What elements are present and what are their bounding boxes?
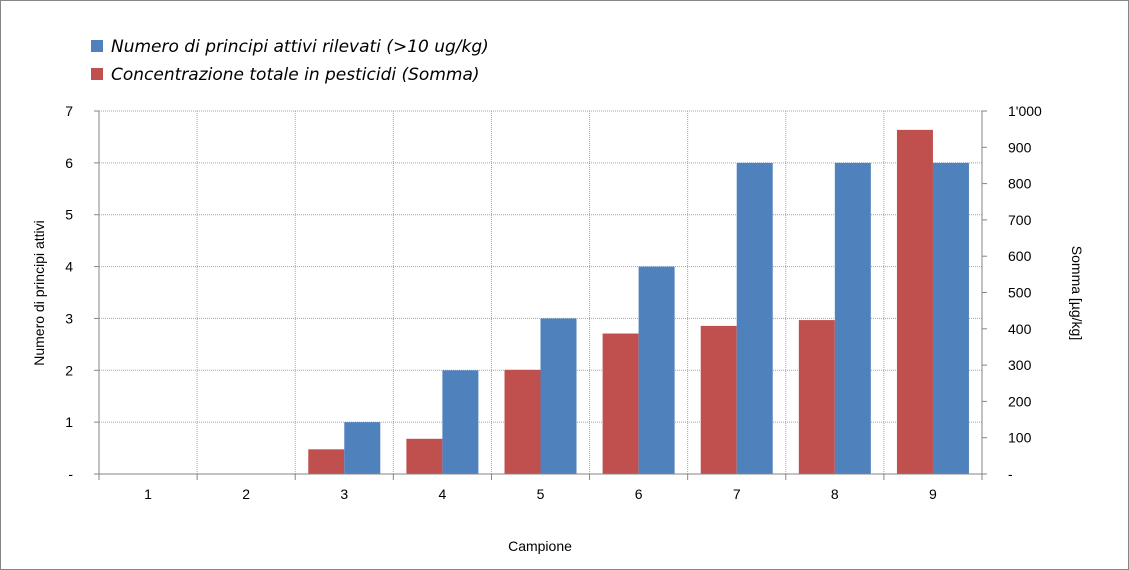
y-left-tick-label: 7	[65, 103, 73, 119]
x-tick-label: 8	[831, 486, 839, 502]
x-tick-label: 6	[635, 486, 643, 502]
y-right-tick-label: 1'000	[1008, 103, 1042, 119]
bar-concentrazione-8	[798, 320, 835, 474]
legend-label-count: Numero di principi attivi rilevati (>10 …	[111, 37, 489, 57]
bar-numero-7	[736, 162, 773, 474]
y-left-tick-label: 5	[65, 207, 73, 223]
y-right-tick-label: 300	[1008, 357, 1032, 373]
y-right-axis-title: Somma [µg/kg]	[1069, 246, 1085, 340]
bar-concentrazione-7	[700, 325, 737, 474]
y-right-tick-label: 800	[1008, 176, 1032, 192]
legend-swatch-red	[91, 68, 103, 80]
bar-numero-8	[834, 162, 871, 474]
bar-concentrazione-9	[896, 129, 933, 474]
bar-concentrazione-3	[308, 449, 345, 474]
x-tick-label: 3	[340, 486, 348, 502]
bar-numero-5	[540, 318, 577, 474]
y-left-axis-title: Numero di principi attivi	[31, 220, 47, 366]
y-right-tick-label: -	[1008, 466, 1013, 482]
x-tick-label: 4	[438, 486, 446, 502]
y-left-tick-label: -	[68, 466, 73, 482]
y-left-tick-label: 1	[65, 414, 73, 430]
legend-swatch-blue	[91, 40, 103, 52]
y-left-tick-label: 4	[65, 259, 73, 275]
y-right-tick-label: 900	[1008, 139, 1032, 155]
bar-concentrazione-5	[504, 369, 541, 474]
x-axis-title: Campione	[508, 538, 572, 554]
grid-layer	[99, 110, 982, 474]
y-right-tick-label: 700	[1008, 212, 1032, 228]
x-tick-label: 5	[537, 486, 545, 502]
x-tick-label: 2	[242, 486, 250, 502]
y-right-tick-label: 400	[1008, 321, 1032, 337]
x-tick-label: 7	[733, 486, 741, 502]
legend: Numero di principi attivi rilevati (>10 …	[91, 37, 489, 85]
ticks-layer: - 1 2 3 4 5 6 7 - 100 200 300 400 500 600 700 800 900 1'00…	[65, 103, 1042, 502]
y-left-tick-label: 6	[65, 155, 73, 171]
y-right-tick-label: 100	[1008, 430, 1032, 446]
x-tick-label: 1	[144, 486, 152, 502]
y-right-tick-label: 500	[1008, 285, 1032, 301]
y-right-tick-label: 200	[1008, 393, 1032, 409]
x-tick-label: 9	[929, 486, 937, 502]
y-left-tick-label: 3	[65, 310, 73, 326]
bar-numero-6	[638, 266, 675, 474]
y-right-tick-label: 600	[1008, 248, 1032, 264]
legend-label-sum: Concentrazione totale in pesticidi (Somm…	[111, 65, 480, 85]
bar-numero-3	[344, 422, 381, 474]
y-left-tick-label: 2	[65, 362, 73, 378]
bar-numero-9	[932, 162, 969, 474]
bar-concentrazione-4	[406, 438, 443, 474]
bar-numero-4	[442, 370, 479, 474]
bar-concentrazione-6	[602, 333, 639, 474]
bars-layer	[308, 129, 969, 474]
